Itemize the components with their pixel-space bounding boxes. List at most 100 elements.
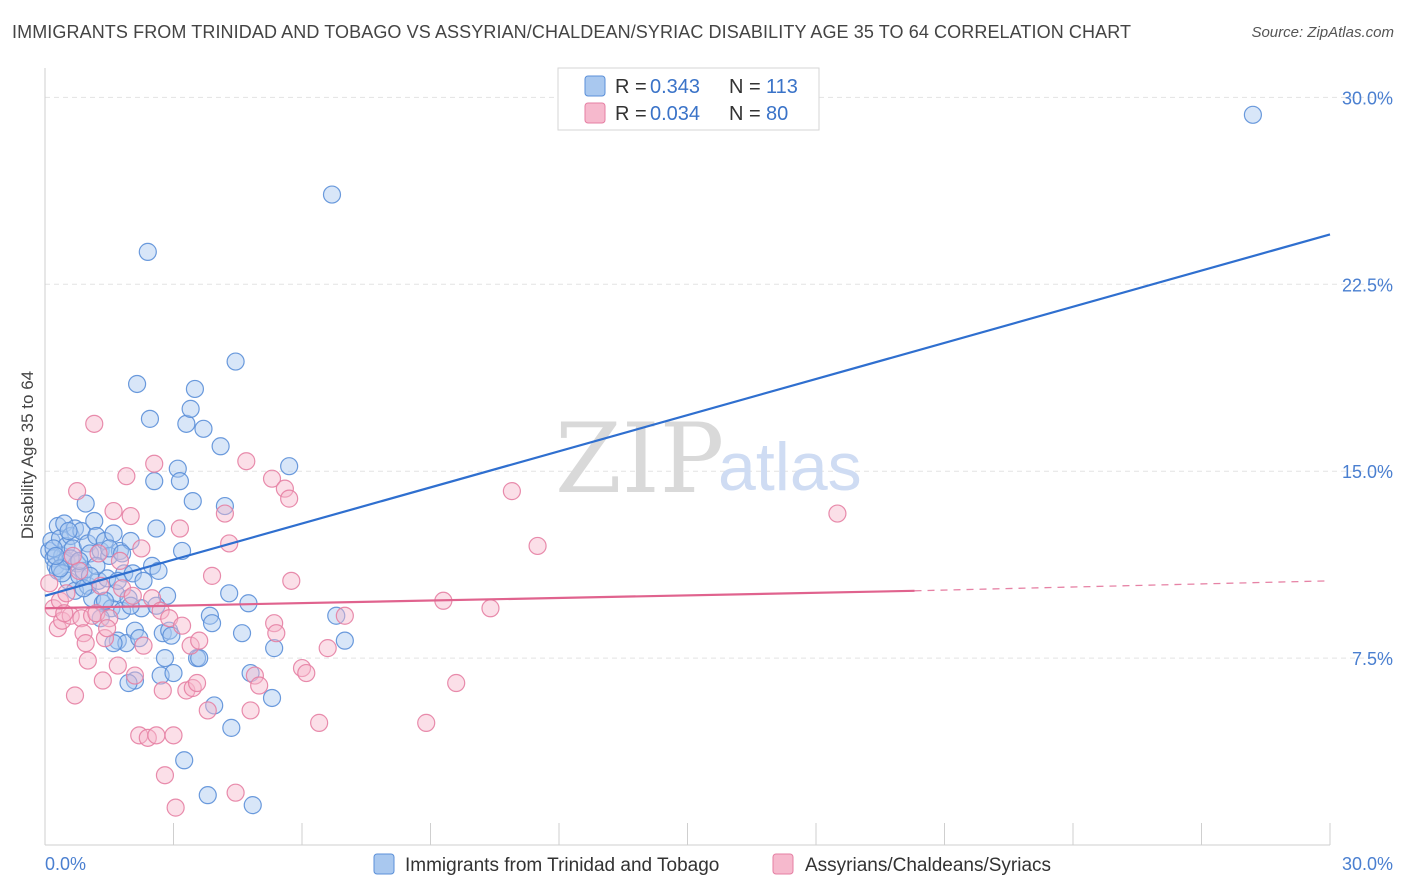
chart-title: IMMIGRANTS FROM TRINIDAD AND TOBAGO VS A… <box>12 22 1132 42</box>
assyrian-point-55 <box>262 469 282 488</box>
trinidad-point-57 <box>155 648 175 668</box>
trinidad-point-48 <box>134 571 153 590</box>
assyrian-point-39 <box>166 798 185 817</box>
assyrian-point-32 <box>145 454 164 473</box>
trinidad-point-112 <box>1243 105 1263 124</box>
legend-r-value-1: 0.343 <box>650 76 700 98</box>
assyrian-point-9 <box>70 561 89 580</box>
trinidad-point-67 <box>183 491 202 511</box>
trinidad-point-88 <box>322 185 342 204</box>
assyrian-point-71 <box>528 536 547 556</box>
assyrian-point-38 <box>164 726 183 745</box>
assyrian-point-35 <box>153 681 172 700</box>
trinidad-point-73 <box>200 606 220 625</box>
legend-n-value-2: 80 <box>766 103 788 125</box>
trinidad-point-78 <box>220 584 239 603</box>
grid-lines <box>45 96 1392 659</box>
x-tick-label-0: 0.0% <box>45 854 86 874</box>
trinidad-point-72 <box>198 786 217 805</box>
assyrian-point-65 <box>335 606 354 625</box>
trinidad-point-103 <box>44 539 63 558</box>
assyrian-point-50 <box>226 783 245 802</box>
trinidad-point-62 <box>170 472 190 491</box>
assyrian-point-47 <box>202 566 222 585</box>
trinidad-point-25 <box>85 511 104 531</box>
y-axis-label: Disability Age 35 to 64 <box>18 371 37 539</box>
legend-n-value-1: 113 <box>766 76 798 98</box>
assyrian-point-48 <box>215 504 234 523</box>
assyrian-point-74 <box>76 634 95 653</box>
y-tick-label-2: 22.5% <box>1342 275 1393 295</box>
assyrian-point-8 <box>68 482 87 501</box>
assyrian-point-46 <box>198 701 217 720</box>
assyrian-point-24 <box>117 467 136 486</box>
assyrian-point-60 <box>282 571 301 590</box>
trinidad-point-81 <box>232 624 252 643</box>
trinidad-point-111 <box>46 546 65 566</box>
x-tick-label-1: 30.0% <box>1342 854 1393 874</box>
assyrian-point-33 <box>147 726 166 745</box>
trinidad-point-64 <box>175 751 194 770</box>
trinidad-point-20 <box>76 494 95 513</box>
series-assyrian-points <box>40 414 847 817</box>
assyrian-point-52 <box>241 701 260 720</box>
bottom-legend-label-1: Immigrants from Trinidad and Tobago <box>405 855 719 876</box>
assyrian-point-68 <box>447 673 466 693</box>
trinidad-point-54 <box>149 561 168 580</box>
trinidad-point-80 <box>226 352 245 371</box>
assyrian-point-45 <box>187 673 207 693</box>
legend-r-label-1: R = <box>615 76 647 98</box>
y-tick-label-1: 15.0% <box>1342 462 1393 482</box>
assyrian-point-12 <box>78 651 97 670</box>
assyrian-point-72 <box>828 504 847 523</box>
trinidad-point-79 <box>222 718 241 737</box>
trinidad-point-87 <box>280 457 299 476</box>
assyrian-point-17 <box>93 671 112 690</box>
trinidad-point-107 <box>59 521 78 541</box>
trinidad-point-53 <box>147 519 166 538</box>
assyrian-point-59 <box>280 489 299 508</box>
trend-lines <box>44 233 1331 610</box>
bottom-legend-label-2: Assyrians/Chaldeans/Syriacs <box>805 855 1051 876</box>
legend-r-label-2: R = <box>615 103 647 125</box>
assyrian-point-28 <box>132 539 151 558</box>
assyrian-point-63 <box>310 713 329 732</box>
trinidad-point-68 <box>185 379 205 399</box>
assyrian-point-66 <box>417 713 436 732</box>
assyrian-trend-line <box>44 589 915 610</box>
trinidad-point-42 <box>121 531 140 551</box>
assyrian-point-14 <box>85 414 104 433</box>
assyrian-point-69 <box>481 599 500 618</box>
assyrian-point-4 <box>53 611 72 630</box>
trinidad-point-77 <box>215 496 234 516</box>
assyrian-point-62 <box>297 663 316 683</box>
trinidad-point-50 <box>140 409 160 428</box>
assyrian-point-64 <box>318 639 337 658</box>
assyrian-trend-extension <box>914 580 1331 592</box>
trinidad-point-46 <box>127 374 147 394</box>
legend-r-value-2: 0.034 <box>650 103 700 125</box>
assyrian-point-7 <box>65 686 85 705</box>
series-legend: Immigrants from Trinidad and Tobago Assy… <box>373 853 1051 876</box>
assyrian-point-51 <box>237 452 256 471</box>
trinidad-point-65 <box>177 414 196 433</box>
trinidad-point-74 <box>202 614 222 633</box>
assyrian-point-41 <box>172 616 192 635</box>
assyrian-point-26 <box>125 666 145 685</box>
tick-labels: 7.5% 15.0% 22.5% 30.0% 0.0% 30.0% <box>45 88 1393 874</box>
assyrian-point-70 <box>502 482 521 501</box>
legend-swatch-pink <box>584 102 606 124</box>
assyrian-point-22 <box>110 551 130 571</box>
series-trinidad-points <box>40 105 1263 815</box>
assyrian-point-25 <box>121 506 140 526</box>
trinidad-point-96 <box>104 634 123 653</box>
assyrian-point-43 <box>181 636 200 655</box>
legend-swatch-blue <box>584 75 606 97</box>
axes <box>44 68 1331 846</box>
trinidad-trend-line <box>44 233 1331 597</box>
trinidad-point-34 <box>104 524 123 543</box>
trinidad-point-85 <box>262 688 282 708</box>
assyrian-point-54 <box>250 676 269 695</box>
assyrian-point-23 <box>112 579 132 598</box>
